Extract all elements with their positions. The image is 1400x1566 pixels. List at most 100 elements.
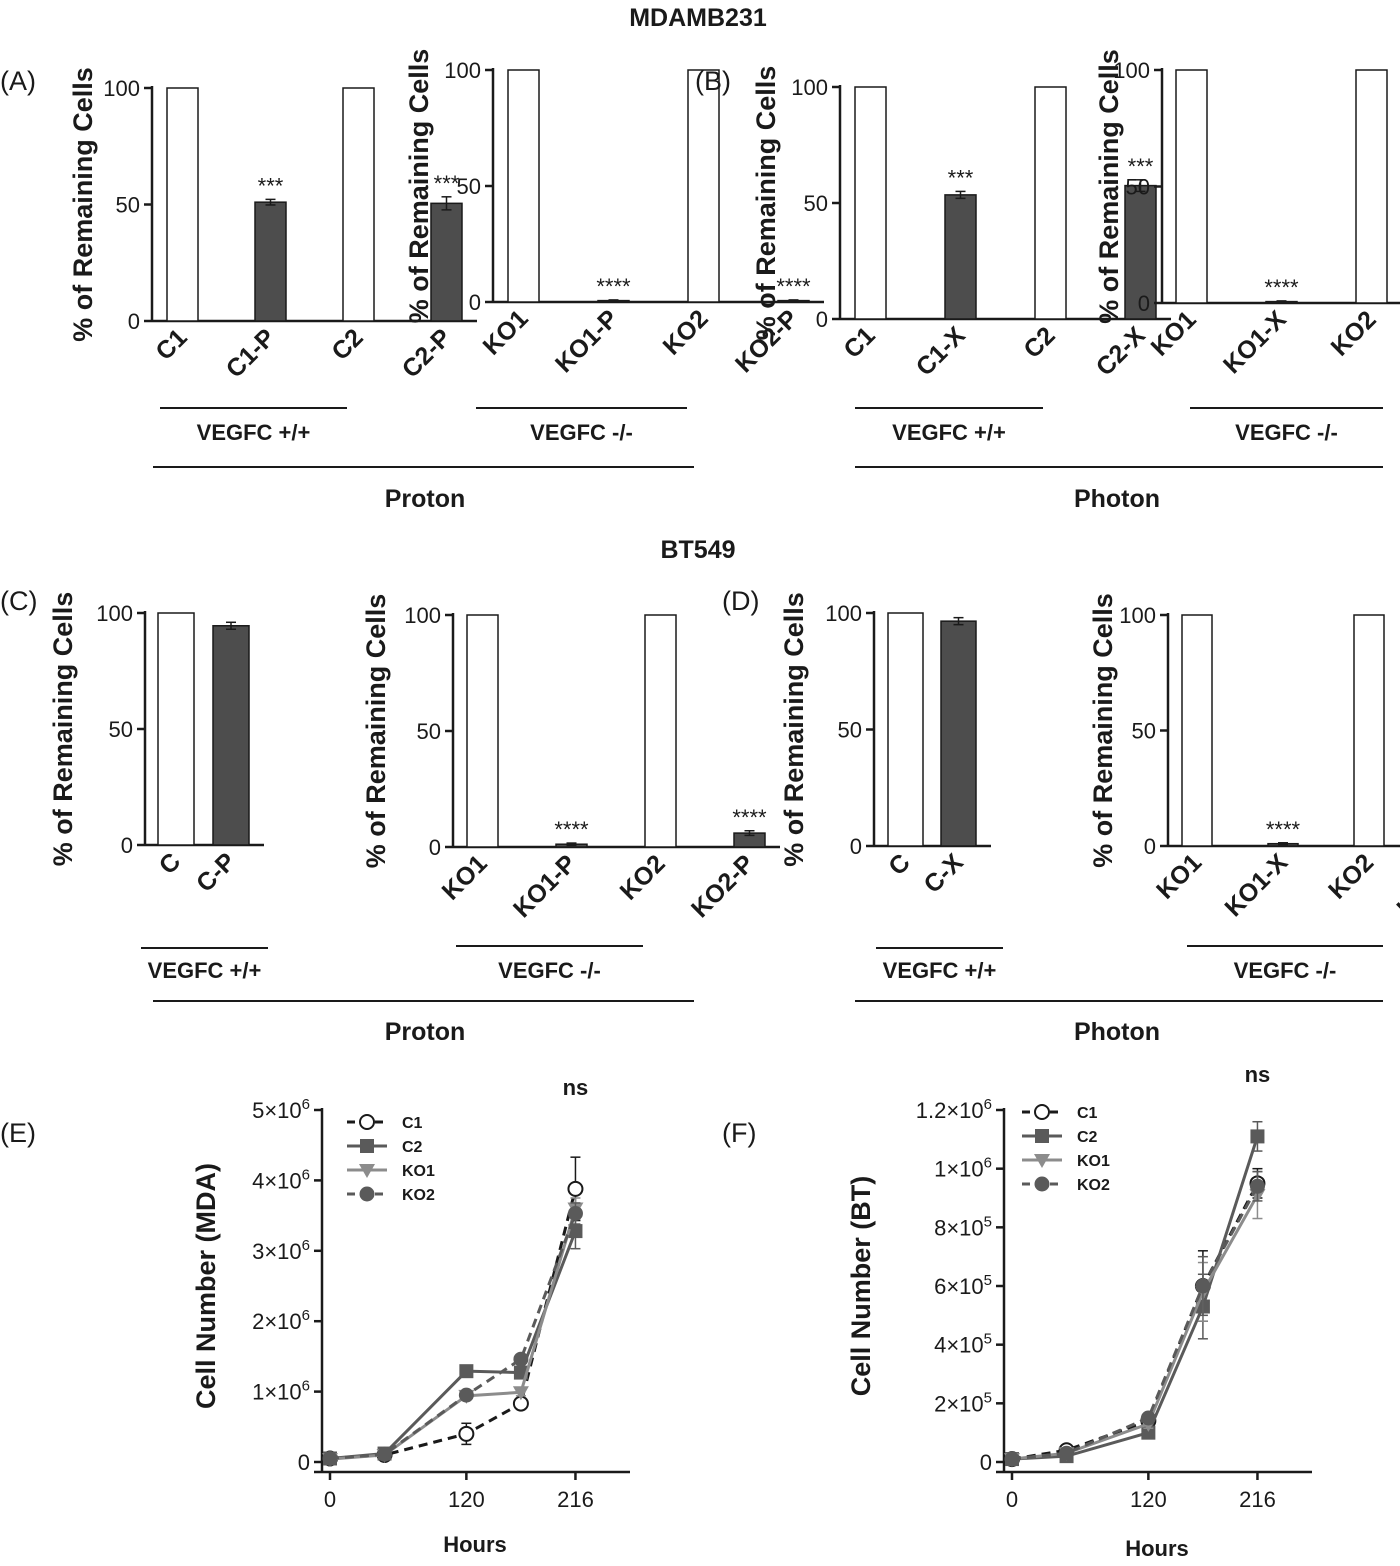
x-tick-label: KO1-X — [1219, 848, 1293, 922]
y-tick-label: 0 — [469, 290, 481, 315]
x-tick-label: C — [154, 847, 187, 880]
x-tick-label: C-P — [191, 847, 241, 897]
group-bracket-label: VEGFC +/+ — [197, 420, 311, 445]
y-tick-label: 100 — [404, 603, 441, 628]
x-tick-label: KO2-X — [1391, 848, 1400, 922]
bar-KO1 — [508, 70, 539, 302]
bar-C2 — [343, 88, 374, 321]
legend-label: C2 — [1077, 1129, 1098, 1146]
series-C1 — [1005, 1169, 1264, 1466]
y-tick-label: 1×106 — [252, 1378, 310, 1405]
bar-KO2 — [688, 70, 719, 302]
group-bracket-label: VEGFC +/+ — [892, 420, 1006, 445]
y-tick-label: 0 — [1144, 834, 1156, 859]
marker-square — [1250, 1129, 1264, 1143]
bar-C-X — [941, 621, 976, 846]
significance-mark: **** — [776, 274, 811, 299]
legend-label: C1 — [1077, 1105, 1098, 1122]
bar-KO1 — [1182, 615, 1212, 846]
series-KO1 — [1004, 1172, 1265, 1467]
panel-letter: (E) — [0, 1118, 36, 1148]
series-line — [1012, 1183, 1257, 1459]
series-KO2 — [323, 1203, 583, 1466]
significance-annotation: ns — [1245, 1062, 1271, 1087]
y-tick-label: 0 — [816, 307, 828, 332]
group-bracket-label: VEGFC -/- — [1235, 420, 1338, 445]
x-tick-label: C2 — [326, 323, 368, 365]
x-tick-label: KO1-P — [550, 304, 624, 378]
photon-bracket-label-top: Photon — [1074, 485, 1160, 513]
y-tick-label: 100 — [96, 601, 133, 626]
significance-mark: *** — [258, 173, 284, 198]
y-tick-label: 0 — [980, 1450, 992, 1475]
y-tick-label: 50 — [109, 717, 133, 742]
marker-circle — [568, 1206, 583, 1221]
x-tick-label: C2-X — [1091, 321, 1151, 381]
bar-C — [158, 613, 194, 845]
x-tick-label: KO2-P — [686, 849, 760, 923]
marker-circle — [1005, 1452, 1020, 1467]
significance-mark: **** — [1266, 817, 1301, 842]
x-tick-label: KO2 — [1326, 305, 1382, 361]
y-axis-label: % of Remaining Cells — [68, 67, 98, 342]
x-tick-label: C-X — [918, 848, 968, 898]
x-axis-label: Hours — [443, 1532, 507, 1557]
legend: C1 C2 KO1 KO2 — [1022, 1105, 1110, 1194]
series-C2 — [1005, 1122, 1264, 1466]
series-line — [1012, 1186, 1257, 1459]
y-tick-label: 50 — [417, 719, 441, 744]
bar-C1-X — [945, 195, 976, 319]
significance-mark: **** — [1264, 275, 1299, 300]
legend-label: C2 — [402, 1139, 423, 1156]
significance-annotation: ns — [563, 1075, 589, 1100]
x-tick-label: KO1-X — [1218, 305, 1292, 379]
x-tick-label: C1-X — [911, 321, 971, 381]
y-tick-label: 0 — [850, 834, 862, 859]
marker-circle — [459, 1388, 474, 1403]
marker-square — [1035, 1129, 1049, 1143]
marker-circle — [1141, 1411, 1156, 1426]
bar-KO2 — [1356, 70, 1387, 303]
line-charts: 0 1×106 2×106 3×106 4×106 5×106 0 120 216 Hours Ce… — [0, 1062, 1312, 1561]
group-bracket-label: VEGFC -/- — [1234, 958, 1337, 983]
x-tick-label: C1 — [150, 323, 192, 365]
y-tick-label: 0 — [429, 835, 441, 860]
bar-KO1 — [1176, 70, 1207, 303]
y-axis-label: % of Remaining Cells — [779, 592, 809, 867]
panel-letter: (B) — [695, 66, 731, 96]
y-tick-label: 50 — [457, 174, 481, 199]
group-bracket-label: VEGFC -/- — [530, 420, 633, 445]
y-tick-label: 100 — [1119, 603, 1156, 628]
section-title-mdamb231: MDAMB231 — [629, 4, 767, 32]
bar-chart-C1: 050100% of Remaining Cells(C)C C-PVEGFC +… — [0, 586, 268, 983]
marker-open-circle — [1035, 1105, 1049, 1119]
y-tick-label: 0 — [121, 833, 133, 858]
marker-open-circle — [360, 1115, 374, 1129]
series-line — [330, 1231, 575, 1458]
x-tick-label: KO2 — [1323, 848, 1379, 904]
line-chart-E: 01×1062×1063×1064×1065×1060 120 216HoursCe… — [0, 1075, 630, 1557]
bar-chart-D1: 050100% of Remaining Cells(D)C C-XVEGFC +… — [722, 586, 1003, 983]
marker-open-circle — [459, 1427, 473, 1441]
y-tick-label: 6×105 — [934, 1272, 992, 1299]
significance-mark: **** — [732, 805, 767, 830]
y-tick-label: 2×106 — [252, 1307, 310, 1334]
y-axis-label: % of Remaining Cells — [404, 49, 434, 324]
significance-mark: *** — [948, 165, 974, 190]
x-tick-label: 120 — [448, 1487, 485, 1512]
bar-C-P — [213, 626, 249, 845]
y-tick-label: 50 — [116, 193, 140, 218]
y-tick-label: 4×105 — [934, 1331, 992, 1358]
y-tick-label: 1.2×106 — [916, 1096, 992, 1123]
marker-circle — [1059, 1446, 1074, 1461]
marker-open-circle — [568, 1182, 582, 1196]
bar-KO2 — [1354, 615, 1384, 846]
y-tick-label: 100 — [825, 601, 862, 626]
x-tick-label: KO2 — [658, 304, 714, 360]
group-bracket-label: VEGFC -/- — [498, 958, 601, 983]
bar-chart-D2: 0 50 100% of Remaining Cells KO1 **** KO1-X KO… — [1088, 593, 1400, 983]
marker-square — [459, 1364, 473, 1378]
line-chart-F: 02×1054×1056×1058×1051×1061.2×1060 120 216… — [722, 1062, 1312, 1561]
